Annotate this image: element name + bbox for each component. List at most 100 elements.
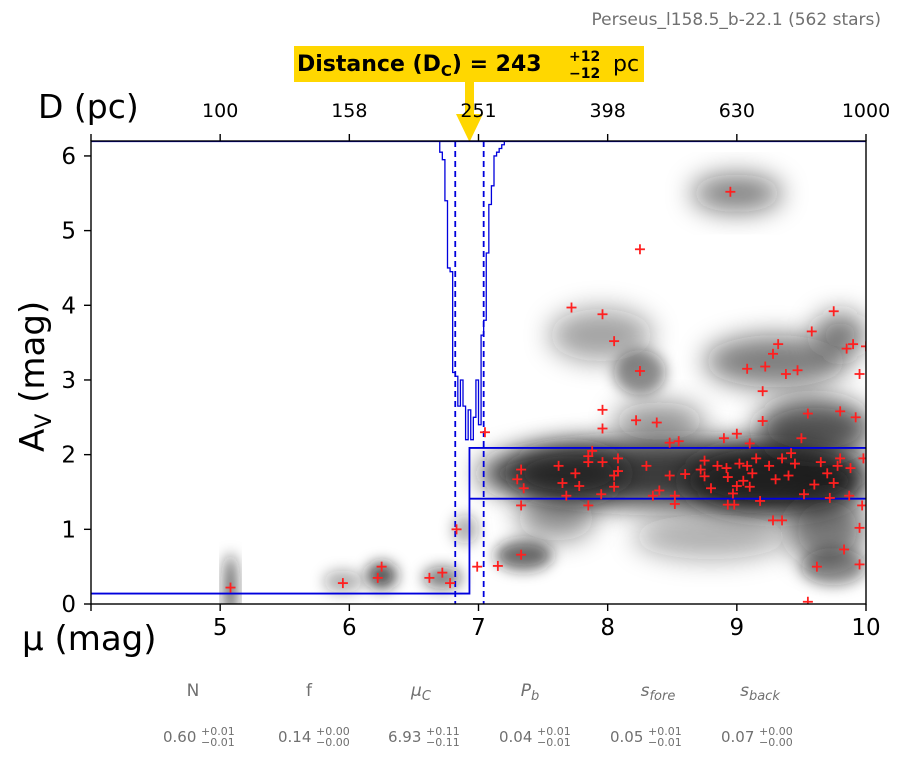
y-tick-label: 0 xyxy=(61,592,76,618)
star-marker xyxy=(858,453,866,464)
star-marker xyxy=(789,458,800,469)
star-marker xyxy=(854,559,865,570)
y-tick-label: 4 xyxy=(61,293,76,319)
star-marker xyxy=(695,464,706,475)
parameter-value: 0.07 xyxy=(721,728,754,746)
star-marker xyxy=(557,478,568,489)
star-marker xyxy=(609,481,620,492)
top-tick-label: 251 xyxy=(460,100,496,122)
star-marker xyxy=(566,302,577,313)
star-marker xyxy=(815,457,826,468)
svg-text:Distance (DC) = 243: Distance (DC) = 243 xyxy=(297,52,542,80)
parameter-column: N 0.60 +0.01−0.01 xyxy=(163,681,235,749)
star-marker xyxy=(839,544,850,555)
star-marker xyxy=(587,445,598,456)
parameter-column: sback 0.07 +0.00−0.00 xyxy=(721,681,793,749)
star-marker xyxy=(809,479,820,490)
star-marker xyxy=(664,470,675,481)
x-tick-label: 10 xyxy=(851,615,880,641)
star-marker xyxy=(722,472,733,483)
parameter-err-plus: +0.01 xyxy=(201,725,235,738)
star-marker xyxy=(669,490,680,501)
posterior-histogram xyxy=(437,141,505,441)
star-marker xyxy=(673,436,684,447)
star-marker xyxy=(376,561,387,572)
star-marker xyxy=(777,515,788,526)
parameter-column: Pb 0.04 +0.01−0.01 xyxy=(499,681,571,749)
chart-title: Perseus_l158.5_b-22.1 (562 stars) xyxy=(591,10,881,30)
star-marker xyxy=(744,481,755,492)
distance-prefix: Distance (D xyxy=(297,52,441,77)
density-blob xyxy=(366,562,398,590)
y-tick-label: 5 xyxy=(61,219,76,245)
density-blob xyxy=(704,335,847,388)
star-marker xyxy=(760,361,771,372)
star-marker xyxy=(699,455,710,466)
x-tick-label: 5 xyxy=(213,615,228,641)
density-blob xyxy=(756,398,866,459)
star-marker xyxy=(768,348,778,359)
distance-suffix: ) = 243 xyxy=(452,52,542,77)
star-marker xyxy=(770,474,781,485)
star-marker xyxy=(747,468,758,479)
star-marker xyxy=(664,437,675,448)
star-marker xyxy=(634,366,645,377)
star-marker xyxy=(806,326,817,337)
star-marker xyxy=(764,460,775,471)
density-blob xyxy=(510,447,628,500)
star-marker xyxy=(854,368,865,379)
density-blob xyxy=(614,402,705,440)
distance-banner-bg xyxy=(294,46,644,82)
x-tick-label: 7 xyxy=(471,615,486,641)
density-blob xyxy=(801,547,866,586)
star-marker xyxy=(516,500,527,511)
star-marker xyxy=(783,470,794,481)
star-marker xyxy=(835,453,846,464)
star-marker xyxy=(512,474,523,485)
star-marker xyxy=(777,453,788,464)
density-blob xyxy=(788,491,866,567)
star-marker xyxy=(596,489,607,500)
parameter-name: N xyxy=(187,681,200,701)
top-axis-label: D (pc) xyxy=(38,87,139,126)
star-marker xyxy=(337,578,348,589)
star-marker xyxy=(451,524,462,535)
parameter-err-minus: −0.00 xyxy=(316,736,350,749)
density-map xyxy=(225,174,866,604)
parameter-column: f 0.14 +0.00−0.00 xyxy=(278,681,350,749)
star-marker xyxy=(802,596,813,604)
star-marker xyxy=(729,499,740,510)
star-marker xyxy=(654,485,665,496)
star-marker xyxy=(492,560,503,571)
star-marker xyxy=(634,244,645,255)
star-marker xyxy=(780,368,791,379)
star-marker xyxy=(597,309,608,320)
star-marker xyxy=(799,489,809,500)
star-marker xyxy=(721,463,732,474)
star-markers xyxy=(225,186,866,604)
star-marker xyxy=(731,428,742,439)
parameter-err-plus: +0.00 xyxy=(759,725,793,738)
star-marker xyxy=(647,490,658,501)
parameter-err-plus: +0.00 xyxy=(316,725,350,738)
star-marker xyxy=(742,363,753,374)
star-marker xyxy=(225,582,236,593)
density-blob xyxy=(517,495,595,541)
star-marker xyxy=(828,478,839,489)
star-marker xyxy=(706,483,716,494)
star-marker xyxy=(725,186,736,197)
parameter-name: f xyxy=(306,681,313,701)
star-marker xyxy=(768,515,778,526)
parameter-err-minus: −0.00 xyxy=(759,736,793,749)
star-marker xyxy=(755,495,766,506)
parameter-name: sback xyxy=(740,681,780,704)
star-marker xyxy=(472,561,483,572)
parameter-column: μC 6.93 +0.11−0.11 xyxy=(388,681,460,749)
star-marker xyxy=(613,466,623,477)
parameter-value: 0.60 xyxy=(163,728,196,746)
star-marker xyxy=(445,578,456,589)
star-marker xyxy=(631,415,642,426)
x-tick-label: 8 xyxy=(600,615,615,641)
x-tick-label: 9 xyxy=(730,615,745,641)
parameter-err-minus: −0.01 xyxy=(648,736,682,749)
